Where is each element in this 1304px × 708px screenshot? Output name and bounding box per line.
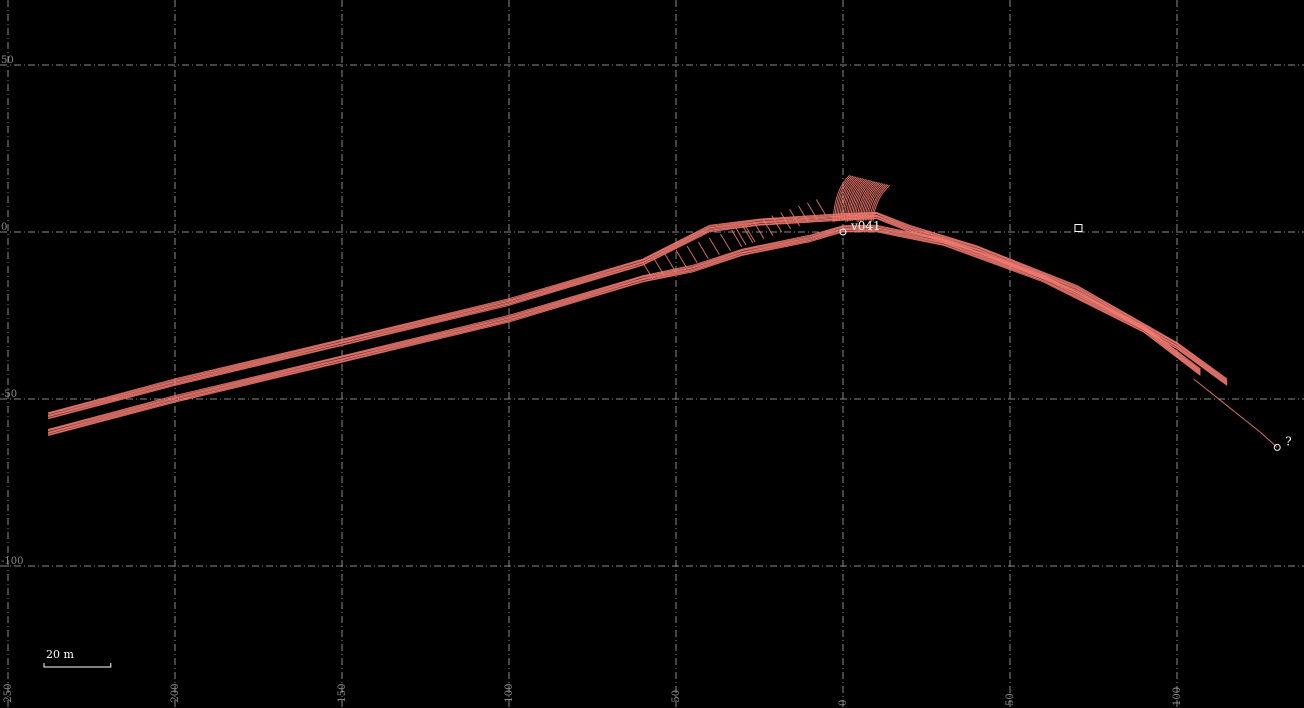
passage-cross-link <box>686 245 698 263</box>
y-tick-label: 50 <box>1 55 14 66</box>
passage-cross-link <box>762 218 774 236</box>
passage-south-branch <box>47 229 1201 434</box>
passage-upper-chamber <box>842 177 860 221</box>
scale-label: 20 m <box>46 648 74 661</box>
passage-upper-chamber <box>862 182 881 221</box>
passage-upper-chamber <box>848 178 867 222</box>
passage-south-branch <box>47 224 1201 430</box>
passage-cross-link <box>798 205 809 223</box>
passage-south-branch <box>47 227 1201 433</box>
x-tick-label: -100 <box>504 684 515 706</box>
passage-south-branch <box>47 225 1201 431</box>
passage-upper-chamber <box>838 176 857 221</box>
passage-upper-chamber <box>843 177 862 221</box>
passage-upper-chamber <box>851 179 870 221</box>
passage-north-branch <box>47 212 1228 414</box>
passage-upper-chamber <box>864 182 883 221</box>
passage-cross-link <box>780 212 792 230</box>
passage-cross-link <box>697 241 709 259</box>
passage-upper-chamber <box>846 178 865 222</box>
passage-cross-link <box>806 202 818 220</box>
scale-bar: 20 m <box>43 648 112 668</box>
passage-cross-link <box>731 229 743 247</box>
passage-upper-chamber <box>871 184 889 222</box>
passage-cross-link <box>742 225 754 243</box>
passage-cross-link <box>720 233 732 251</box>
passage-upper-chamber <box>837 176 855 222</box>
passage-upper-chamber <box>850 179 868 222</box>
passage-cross-link <box>789 208 801 227</box>
station-label: ? <box>1285 434 1291 448</box>
x-tick-label: -250 <box>3 684 14 706</box>
x-tick-label: 0 <box>838 700 849 706</box>
station-circle-marker[interactable] <box>839 228 847 236</box>
x-tick-label: -50 <box>671 690 682 706</box>
passage-cross-link <box>675 249 687 267</box>
passage-lower-tail <box>1193 378 1278 448</box>
station-layer: v041? <box>839 219 1292 451</box>
station-label: v041 <box>850 219 881 233</box>
passage-upper-chamber <box>845 178 863 222</box>
passage-upper-chamber <box>835 175 854 222</box>
passage-upper-chamber <box>859 181 878 222</box>
passage-upper-chamber <box>854 180 873 221</box>
passage-cross-link <box>708 237 720 255</box>
passage-upper-chamber <box>858 181 876 222</box>
passage-layer <box>47 174 1278 448</box>
passage-upper-chamber <box>861 182 879 222</box>
passage-cross-link <box>642 261 654 280</box>
passage-upper-chamber <box>832 174 851 223</box>
passage-upper-chamber <box>840 176 859 221</box>
passage-north-branch <box>47 214 1228 416</box>
x-tick-label: -150 <box>337 684 348 706</box>
station-circle-marker[interactable] <box>1273 443 1281 451</box>
passage-cross-link <box>753 221 765 239</box>
passage-south-branch <box>47 231 1201 436</box>
passage-cross-link <box>744 224 756 243</box>
x-tick-label: 50 <box>1005 693 1016 706</box>
passage-upper-chamber <box>853 180 871 221</box>
passage-cross-link <box>815 199 827 217</box>
passage-north-branch <box>47 213 1228 415</box>
passage-upper-chamber <box>869 184 887 222</box>
x-tick-label: 100 <box>1172 687 1183 706</box>
scale-bar-line <box>43 663 112 668</box>
passage-upper-chamber <box>834 175 852 222</box>
passage-cross-link <box>664 253 676 271</box>
y-tick-label: -50 <box>1 389 17 400</box>
passage-cross-link <box>771 215 783 233</box>
y-tick-label: -100 <box>1 556 23 567</box>
passage-upper-chamber <box>872 184 891 222</box>
passage-south-branch <box>47 226 1201 432</box>
passage-south-branch <box>47 228 1201 434</box>
passage-upper-chamber <box>856 180 875 223</box>
passage-upper-chamber <box>866 183 884 221</box>
y-tick-label: 0 <box>1 222 7 233</box>
passage-upper-chamber <box>867 183 886 221</box>
passage-north-branch <box>47 215 1228 417</box>
passage-north-branch <box>47 211 1228 414</box>
passage-cross-link <box>735 228 747 246</box>
x-tick-label: -200 <box>170 684 181 706</box>
passage-cross-link <box>653 257 665 276</box>
station-square-marker[interactable] <box>1074 223 1083 232</box>
passage-south-branch <box>47 230 1201 436</box>
